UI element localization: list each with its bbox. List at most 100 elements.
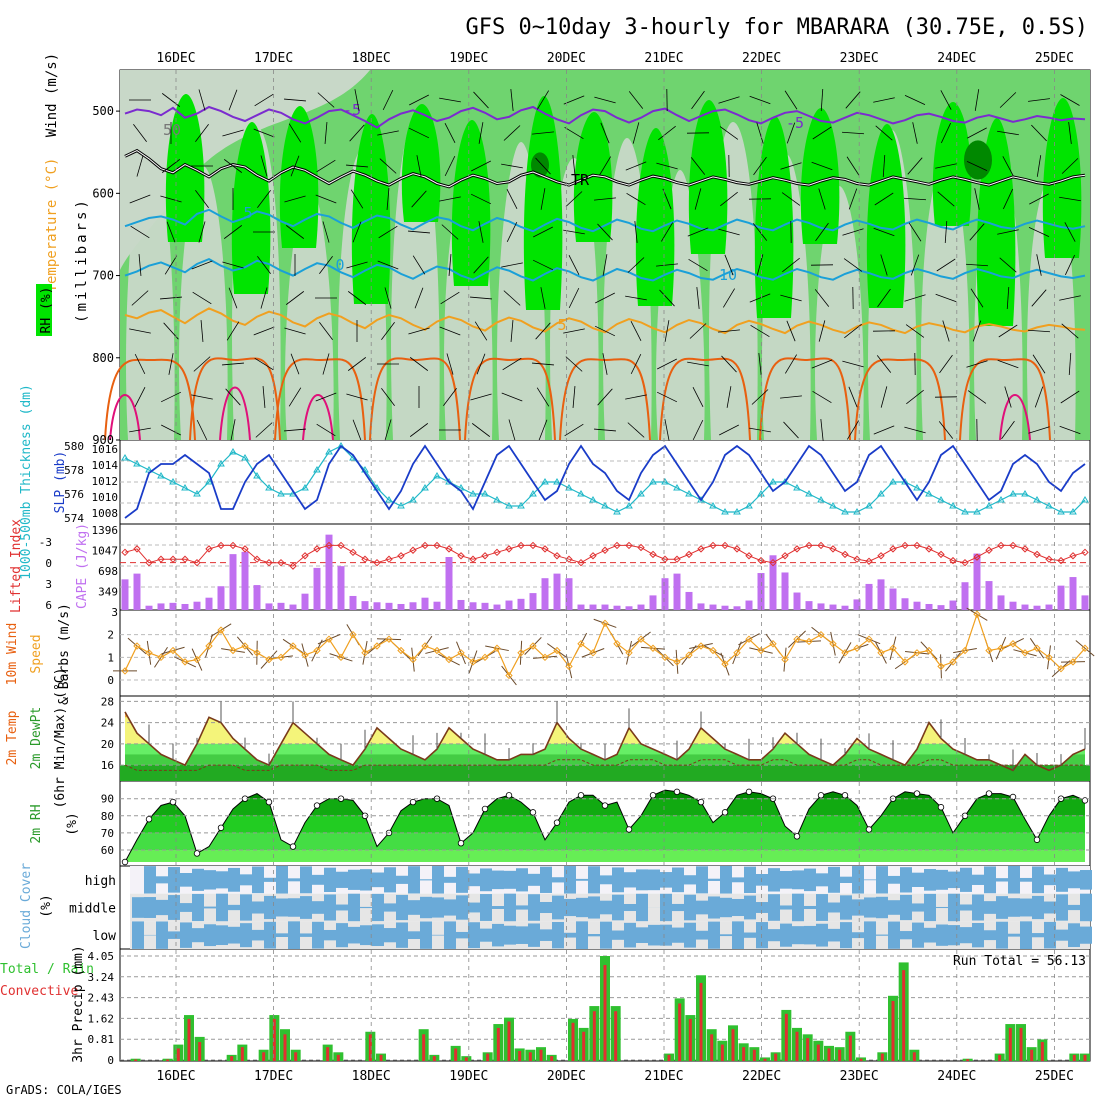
contour-label: -5 [343,101,361,119]
cloud-bar [972,922,984,948]
wind-barb [448,254,452,276]
wind-barb [965,263,989,267]
cloud-bar [684,922,696,948]
wind-speed-marker [577,640,585,648]
wind-barb [780,395,802,399]
cloud-bar [852,899,864,916]
cape-bar [757,573,765,610]
cloud-bar [828,866,840,893]
wind-speed-marker [421,642,429,650]
cloud-bar [1056,894,1068,921]
precip-convective-bar [518,1051,522,1061]
thickness-tick: 578 [64,464,84,477]
wind-barb [253,326,275,336]
cloud-bar [816,923,828,947]
wind-barb [721,355,737,373]
wind-barb [997,229,1019,235]
precip-convective-bar [1072,1054,1076,1061]
cloud-bar [672,867,684,893]
wind-barb [664,320,670,342]
cape-bar [433,601,441,610]
cloud-bar [192,868,204,891]
wind-barb [198,89,206,111]
cape-bar [289,604,297,610]
wind-barb [257,189,271,209]
lifted-index-marker [397,552,405,560]
wind-barb [510,89,514,111]
rh-marker [265,798,273,806]
cloud-bar [1020,898,1032,917]
ylabel-temp: (6hr Min/Max) (°C) [53,668,68,809]
isotherm-line [124,208,1086,233]
wind-barb [316,423,336,437]
wind-barb [506,189,518,209]
lifted-index-marker [217,541,225,550]
wind-barb [501,163,523,169]
cloud-bar [528,894,540,921]
wind-barb [253,128,275,138]
lifted-index-marker [877,552,885,560]
rh-tick: 60 [101,844,114,857]
lifted-index-marker [529,541,537,550]
lifted-index-marker [745,552,753,560]
cape-bar [985,581,993,610]
date-label-top: 16DEC [156,51,195,66]
cloud-bar [240,894,252,921]
thickness-marker [637,490,645,497]
thickness-marker [877,490,885,497]
wind-barb [377,260,399,270]
date-label-top: 24DEC [937,51,976,66]
wind-speed-line [124,612,1086,677]
wind-barb [749,95,771,105]
wind-barb [478,221,484,243]
ylabel-temperature: Temperature (°C) [44,158,60,293]
cloud-bar [192,928,204,943]
rh-marker [865,826,873,833]
cloud-bar [1056,929,1068,941]
wind-barb [254,93,274,107]
lifted-index-marker [445,545,453,553]
isotherm-15-contour [959,358,1051,441]
lifted-index-marker [805,541,813,550]
cloud-bar [588,933,600,937]
wind-barb [783,421,799,439]
rh-unit: (%) [65,812,80,835]
wind-barb [752,223,768,241]
cloud-bar [1032,933,1044,938]
cloud-bar [996,878,1008,882]
lifted-index-marker [961,558,969,567]
cloud-bar [708,921,720,949]
wind-barb [873,425,895,435]
rh-high-patch [165,94,205,242]
thickness-marker [973,508,981,515]
wind-barb [532,131,554,135]
lifted-index-marker [373,558,381,567]
cloud-bar [264,877,276,882]
lifted-index-marker [121,548,129,557]
cloud-bar [780,923,792,947]
wind-barb [532,259,554,271]
precip-convective-bar [379,1054,383,1061]
rh-marker [721,809,729,816]
ylabel-precip: 3hr Precip (mm) [71,945,86,1062]
thickness-marker [937,496,945,503]
wind-barb [812,390,832,404]
wind-barb [688,258,708,272]
wind-speed-marker [517,649,525,657]
thickness-marker [157,472,165,479]
wind-speed-marker [661,653,669,662]
wind-barb [1029,193,1049,205]
thickness-marker [301,484,309,491]
wind-barb [254,357,274,371]
cloud-bar [168,867,180,893]
isotherm-15-contour [464,357,556,441]
cloud-bar [756,922,768,949]
wind-barb [600,122,610,144]
wind-barb [315,194,337,204]
wind-barb [352,419,362,441]
cloud-bar [408,900,420,915]
thickness-marker [829,502,837,509]
wind-speed-marker [349,630,357,639]
slp-tick: 1010 [92,491,119,504]
rh-marker [577,792,585,799]
